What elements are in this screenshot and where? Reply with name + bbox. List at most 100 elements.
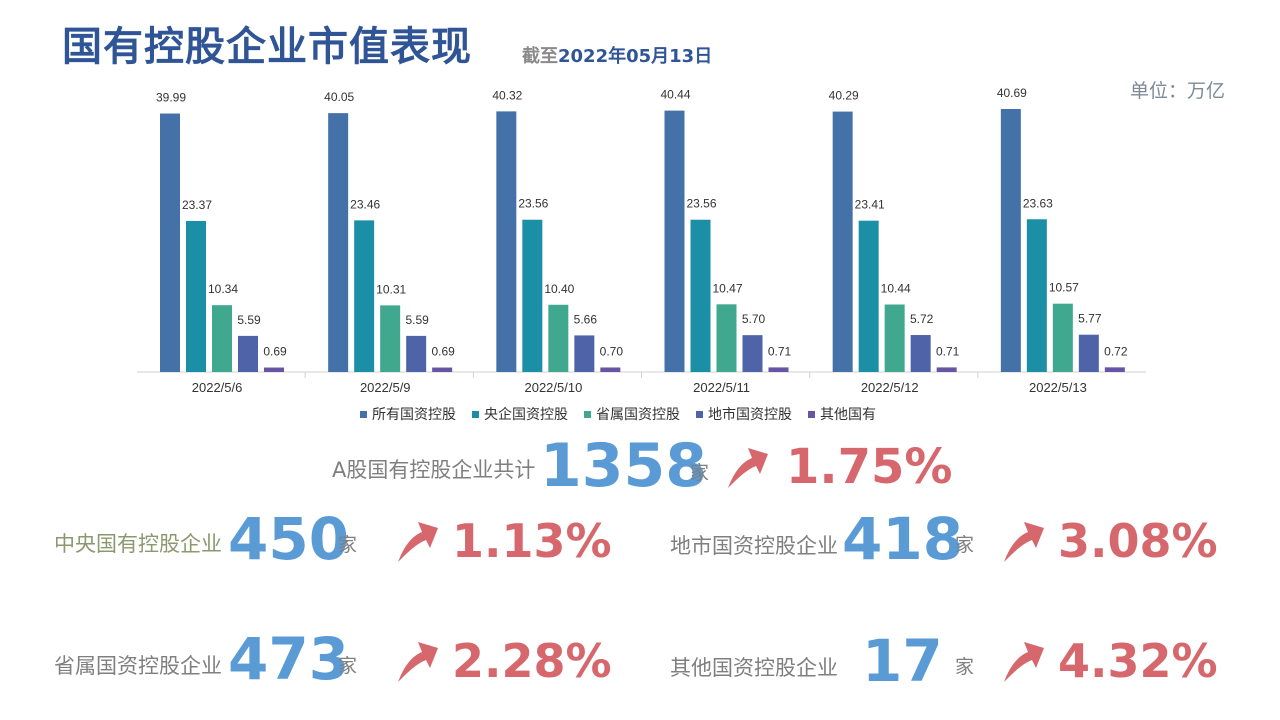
stat-total-suffix: 家 <box>690 462 710 484</box>
bar <box>1000 109 1021 372</box>
stat-provincial-suffix: 家 <box>338 655 358 677</box>
unit-label: 单位：万亿 <box>1130 80 1226 102</box>
bar <box>600 367 621 372</box>
data-label: 5.72 <box>910 312 934 326</box>
data-label: 40.69 <box>997 86 1027 100</box>
data-label: 0.72 <box>1104 344 1128 358</box>
legend-label: 所有国资控股 <box>372 407 456 423</box>
stat-total-change: 1.75% <box>786 439 953 495</box>
stat-other-label: 其他国资控股企业 <box>670 656 838 680</box>
legend-item-other: 其他国有 <box>808 404 876 424</box>
bar <box>496 111 517 373</box>
bar <box>522 219 543 372</box>
x-tick-label: 2022/5/10 <box>524 380 582 395</box>
x-tick-label: 2022/5/12 <box>861 380 919 395</box>
data-label: 0.70 <box>600 344 624 358</box>
up-arrow-icon <box>1004 642 1044 682</box>
bar <box>574 335 595 372</box>
bar <box>664 110 685 372</box>
legend-swatch <box>360 410 367 418</box>
stat-central-label: 中央国有控股企业 <box>54 532 222 556</box>
data-label: 23.41 <box>855 198 885 212</box>
stat-city-count: 418 <box>842 505 964 573</box>
data-label: 0.71 <box>768 344 792 358</box>
data-label: 10.31 <box>376 282 406 296</box>
bar <box>1052 303 1073 372</box>
date-value: 2022年05月13日 <box>558 46 713 67</box>
bar <box>160 113 180 373</box>
data-label: 39.99 <box>156 91 186 105</box>
data-label: 0.69 <box>263 345 287 359</box>
data-label: 5.77 <box>1078 312 1102 326</box>
bar <box>936 367 957 372</box>
up-arrow-icon <box>1004 522 1044 562</box>
stat-city-change: 3.08% <box>1058 514 1218 568</box>
bar <box>768 367 789 372</box>
data-label: 23.56 <box>518 197 548 211</box>
bar <box>328 113 349 372</box>
bar <box>742 335 763 372</box>
data-label: 10.57 <box>1049 281 1079 295</box>
date-caption: 截至2022年05月13日 <box>522 42 712 68</box>
legend-swatch <box>472 410 479 418</box>
x-tick-label: 2022/5/9 <box>360 380 411 395</box>
stat-city-label: 地市国资控股企业 <box>670 534 838 558</box>
data-label: 23.56 <box>686 197 716 211</box>
data-label: 10.34 <box>208 282 238 296</box>
stat-provincial-label: 省属国资控股企业 <box>54 654 222 678</box>
stat-other-change: 4.32% <box>1058 634 1218 688</box>
legend-swatch <box>696 410 703 418</box>
bar <box>432 367 453 372</box>
x-tick-label: 2022/5/11 <box>693 380 750 395</box>
legend-item-provincial: 省属国资控股 <box>584 404 680 424</box>
bar <box>212 305 232 372</box>
bar <box>186 220 206 372</box>
stat-central-count: 450 <box>228 505 350 573</box>
stat-central-change: 1.13% <box>452 514 612 568</box>
stat-city-suffix: 家 <box>955 534 975 556</box>
x-tick-label: 2022/5/6 <box>192 380 243 395</box>
legend-item-city: 地市国资控股 <box>696 404 792 424</box>
data-label: 5.59 <box>405 313 429 327</box>
stat-provincial-change: 2.28% <box>452 634 612 688</box>
data-label: 40.05 <box>324 90 354 104</box>
bar <box>238 335 258 372</box>
stat-total-count: 1358 <box>540 431 707 501</box>
data-label: 10.47 <box>712 281 742 295</box>
bar <box>380 305 401 372</box>
data-label: 10.44 <box>881 282 911 296</box>
legend-item-central: 央企国资控股 <box>472 404 568 424</box>
legend-label: 地市国资控股 <box>708 407 792 423</box>
stat-other-suffix: 家 <box>955 656 975 678</box>
up-arrow-icon <box>398 522 438 562</box>
legend-item-all: 所有国资控股 <box>360 404 456 424</box>
bar <box>1026 219 1047 372</box>
data-label: 23.37 <box>182 198 212 212</box>
up-arrow-icon <box>398 642 438 682</box>
bar <box>690 219 711 372</box>
bar <box>1078 334 1099 372</box>
up-arrow-icon <box>728 448 768 488</box>
bar <box>548 304 569 372</box>
page-title: 国有控股企业市值表现 <box>62 24 472 70</box>
stat-provincial-count: 473 <box>228 625 350 693</box>
data-label: 40.44 <box>660 88 690 102</box>
data-label: 5.66 <box>574 312 598 326</box>
bar <box>910 335 931 372</box>
bar <box>1104 367 1125 372</box>
bar <box>832 111 853 373</box>
stat-other-count: 17 <box>862 627 943 695</box>
legend-swatch <box>808 410 815 418</box>
data-label: 0.71 <box>936 344 960 358</box>
bar <box>354 220 375 372</box>
bar <box>858 220 879 372</box>
data-label: 5.70 <box>742 312 766 326</box>
data-label: 40.29 <box>829 89 859 103</box>
bar <box>406 335 427 372</box>
data-label: 23.63 <box>1023 196 1053 210</box>
data-label: 10.40 <box>544 282 574 296</box>
data-label: 23.46 <box>350 197 380 211</box>
stat-total-label: A股国有控股企业共计 <box>332 458 536 482</box>
bar-chart: 39.99 23.37 10.34 5.59 0.69 2022/5/6 40.05 23.4… <box>137 86 1146 395</box>
stat-central-suffix: 家 <box>338 534 358 556</box>
